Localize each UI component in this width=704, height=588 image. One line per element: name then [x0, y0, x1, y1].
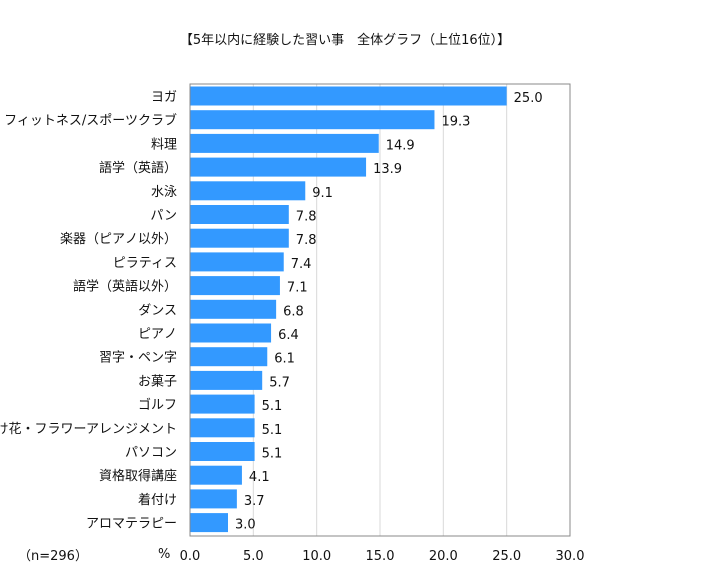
x-tick-label: 25.0 [492, 549, 521, 564]
bar [190, 442, 255, 461]
data-label: 6.4 [278, 328, 299, 343]
data-label: 7.8 [296, 233, 317, 248]
data-label: 19.3 [441, 115, 470, 130]
bars: ヨガ 25.0 フィットネス/スポーツクラブ 19.3 料理 14.9 語学（英語） 13.9… [0, 86, 543, 533]
category-label: 語学（英語以外） [73, 279, 177, 295]
data-label: 6.1 [274, 352, 295, 367]
data-label: 7.4 [291, 257, 312, 272]
bar [190, 228, 289, 248]
plot-border [189, 83, 571, 537]
category-label: ゴルフ [138, 397, 177, 413]
x-tick-label: 20.0 [429, 549, 458, 564]
bar [190, 394, 255, 414]
bar [190, 323, 272, 343]
bar [190, 276, 280, 296]
category-label: ピラティス [113, 256, 177, 271]
bar [190, 513, 228, 533]
category-label: ヨガ [151, 90, 177, 105]
category-label: 水泳 [151, 185, 177, 200]
category-label: 語学（英語） [99, 160, 177, 176]
category-label: 着付け [138, 492, 177, 508]
x-tick-label: 15.0 [366, 549, 395, 564]
category-label: 生け花・フラワーアレンジメント [0, 421, 177, 437]
bar [190, 157, 367, 177]
x-tick-label: 10.0 [302, 549, 331, 564]
data-label: 7.1 [287, 281, 308, 296]
data-label: 7.8 [296, 210, 317, 225]
data-label: 5.1 [262, 447, 283, 462]
x-tick-label: 0.0 [180, 549, 201, 564]
data-label: 14.9 [386, 138, 415, 153]
data-label: 4.1 [249, 470, 270, 485]
data-label: 25.0 [514, 91, 543, 106]
x-ticks: 0.0 5.0 10.0 15.0 20.0 25.0 30.0 [180, 549, 585, 564]
x-axis-unit: % [158, 547, 170, 562]
bar [190, 133, 379, 153]
bar [190, 86, 507, 106]
chart-title: 【5年以内に経験した習い事 全体グラフ（上位16位）】 [180, 32, 510, 48]
category-label: ピアノ [138, 327, 177, 342]
data-label: 5.7 [269, 375, 290, 390]
bar [190, 370, 263, 390]
category-label: アロマテラピー [86, 517, 177, 532]
category-label: 習字・ペン字 [99, 351, 177, 366]
bar [190, 347, 268, 367]
category-label: フィットネス/スポーツクラブ [4, 113, 177, 129]
x-tick-label: 30.0 [556, 549, 585, 564]
category-label: 楽器（ピアノ以外） [60, 231, 177, 247]
data-label: 13.9 [373, 162, 402, 177]
bar [190, 181, 306, 201]
category-label: パン [150, 209, 177, 224]
bar [190, 110, 435, 130]
x-tick-label: 5.0 [243, 549, 264, 564]
category-label: お菓子 [138, 374, 177, 389]
data-label: 3.7 [244, 494, 265, 509]
category-label: 資格取得講座 [99, 468, 177, 484]
data-label: 9.1 [312, 186, 333, 201]
bar [190, 489, 237, 509]
data-label: 5.1 [262, 399, 283, 414]
sample-size-note: （n=296） [18, 549, 88, 564]
bar [190, 252, 284, 272]
bar [190, 299, 277, 319]
bar [190, 418, 255, 438]
category-label: ダンス [138, 303, 177, 318]
data-label: 6.8 [283, 304, 304, 319]
data-label: 3.0 [235, 518, 256, 533]
bar [190, 465, 242, 485]
category-label: 料理 [151, 137, 177, 152]
category-label: パソコン [125, 446, 177, 461]
data-label: 5.1 [262, 423, 283, 438]
bar [190, 205, 289, 224]
